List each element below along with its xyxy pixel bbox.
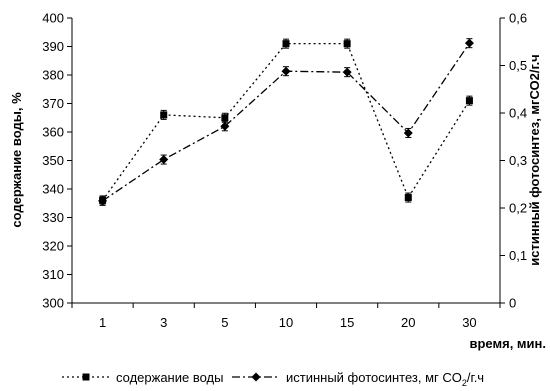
legend-label-water-content: содержание воды: [116, 370, 223, 385]
data-point-photosynthesis: [464, 38, 474, 48]
y-right-tick-label: 0,2: [509, 201, 527, 216]
y-right-tick-label: 0,3: [509, 153, 527, 168]
y-left-tick-label: 370: [42, 96, 64, 111]
x-tick-label: 30: [462, 315, 476, 330]
y-axis-right-title: истинный фотосинтез, мгСО2/г.ч: [527, 54, 542, 265]
legend-marker-diamond: [251, 372, 261, 382]
y-axis-left-title: содержание воды, %: [9, 92, 24, 228]
y-left-tick-label: 400: [42, 11, 64, 26]
y-left-tick-label: 380: [42, 68, 64, 83]
data-point-photosynthesis: [403, 128, 413, 138]
axes-layer: 30031032033034035036037038039040000,10,2…: [42, 11, 527, 331]
series-layer: [98, 38, 474, 206]
x-tick-label: 10: [279, 315, 293, 330]
x-tick-label: 20: [401, 315, 415, 330]
y-right-tick-label: 0,4: [509, 106, 527, 121]
data-point-photosynthesis: [98, 196, 108, 206]
y-left-tick-label: 360: [42, 125, 64, 140]
y-left-tick-label: 330: [42, 210, 64, 225]
y-left-tick-label: 320: [42, 239, 64, 254]
legend-item-photosynthesis: истинный фотосинтез, мг CO2/г.ч: [232, 370, 484, 388]
data-point-water-content: [404, 194, 412, 202]
data-point-water-content: [343, 40, 351, 48]
data-point-water-content: [282, 40, 290, 48]
legend-item-water-content: содержание воды: [62, 370, 223, 385]
y-left-tick-label: 300: [42, 296, 64, 311]
legend-marker-square: [82, 373, 90, 381]
y-right-tick-label: 0,6: [509, 11, 527, 26]
x-tick-label: 15: [340, 315, 354, 330]
x-tick-label: 5: [221, 315, 228, 330]
legend-label-photosynthesis: истинный фотосинтез, мг CO2/г.ч: [286, 370, 484, 386]
y-left-tick-label: 350: [42, 153, 64, 168]
x-tick-label: 1: [99, 315, 106, 330]
data-point-photosynthesis: [281, 66, 291, 76]
x-axis-title: время, мин.: [470, 336, 547, 351]
data-point-water-content: [465, 97, 473, 105]
y-left-tick-label: 310: [42, 267, 64, 282]
x-tick-label: 3: [160, 315, 167, 330]
data-point-water-content: [160, 111, 168, 119]
y-right-tick-label: 0,1: [509, 248, 527, 263]
y-right-tick-label: 0,5: [509, 58, 527, 73]
legend: содержание воды истинный фотосинтез, мг …: [62, 370, 484, 388]
data-point-photosynthesis: [220, 121, 230, 131]
y-left-tick-label: 390: [42, 39, 64, 54]
y-left-tick-label: 340: [42, 182, 64, 197]
y-right-tick-label: 0: [509, 296, 516, 311]
data-point-water-content: [221, 114, 229, 122]
data-point-photosynthesis: [159, 155, 169, 165]
data-point-photosynthesis: [342, 67, 352, 77]
